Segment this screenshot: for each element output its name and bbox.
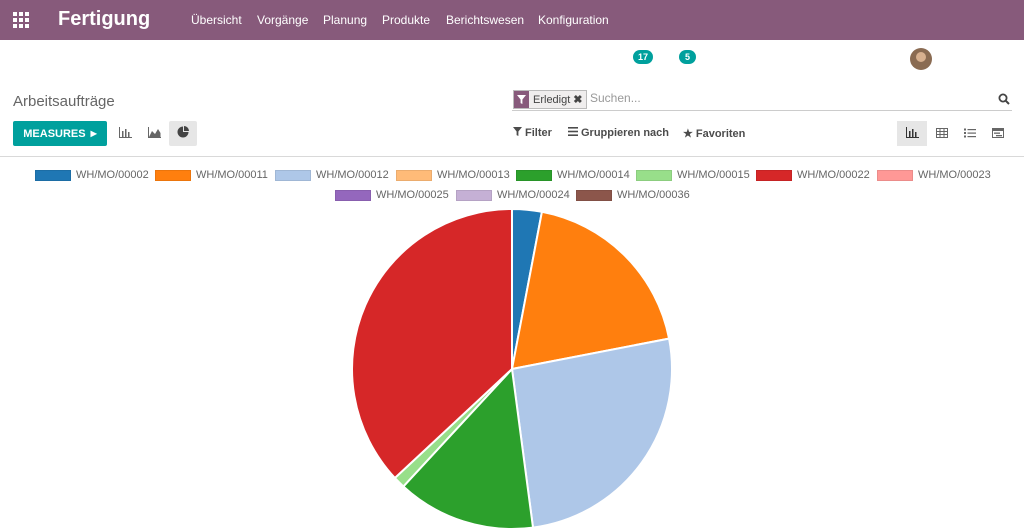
menu-item-konfiguration[interactable]: Konfiguration [538, 13, 609, 27]
pie-slice[interactable] [351, 207, 513, 480]
facet-remove-icon[interactable]: ✖ [573, 94, 583, 106]
notification-badge[interactable]: 17 [633, 50, 653, 64]
legend-label: WH/MO/00015 [677, 169, 750, 181]
search-icon[interactable] [998, 92, 1012, 106]
bar-chart-icon [118, 125, 132, 143]
pie-chart-icon [177, 125, 189, 143]
user-avatar[interactable] [910, 48, 932, 70]
legend-swatch [576, 189, 612, 201]
top-navbar: Fertigung Übersicht Vorgänge Planung Pro… [0, 0, 1024, 40]
legend-swatch [636, 169, 672, 181]
favorites-dropdown[interactable]: ★ Favoriten [683, 127, 746, 141]
legend-item[interactable]: WH/MO/00002 [35, 168, 149, 182]
pie-slice[interactable] [510, 337, 673, 529]
legend-label: WH/MO/00013 [437, 169, 510, 181]
content-divider [0, 156, 1024, 157]
filter-dropdown[interactable]: Filter [513, 127, 552, 139]
line-chart-button[interactable] [140, 121, 168, 146]
legend-item[interactable]: WH/MO/00022 [756, 168, 870, 182]
legend-swatch [877, 169, 913, 181]
legend-label: WH/MO/00036 [617, 189, 690, 201]
pie-slice[interactable] [401, 366, 535, 530]
caret-right-icon: ▶ [90, 129, 97, 138]
pie-chart-button[interactable] [169, 121, 197, 146]
legend-label: WH/MO/00014 [557, 169, 630, 181]
activity-badge[interactable]: 5 [679, 50, 696, 64]
filter-label: Filter [525, 127, 552, 139]
filter-icon [513, 127, 522, 139]
legend-label: WH/MO/00022 [797, 169, 870, 181]
legend-label: WH/MO/00011 [196, 169, 268, 181]
legend-swatch [155, 169, 191, 181]
favorites-label: Favoriten [695, 127, 746, 140]
page-title: Arbeitsaufträge [13, 93, 115, 110]
star-icon: ★ [683, 128, 693, 140]
table-icon [936, 125, 948, 143]
pie-slice[interactable] [510, 210, 671, 371]
pivot-view-button[interactable] [927, 121, 957, 146]
legend-swatch [756, 169, 792, 181]
legend-swatch [275, 169, 311, 181]
legend-label: WH/MO/00025 [376, 189, 449, 201]
legend-label: WH/MO/00012 [316, 169, 389, 181]
legend-item[interactable]: WH/MO/00024 [456, 188, 570, 202]
search-input[interactable] [590, 91, 990, 105]
legend-swatch [35, 169, 71, 181]
search-facet: Erledigt ✖ [513, 90, 587, 109]
facet-label: Erledigt [533, 93, 571, 106]
gantt-view-button[interactable] [983, 121, 1013, 146]
menu-item-berichtswesen[interactable]: Berichtswesen [446, 13, 525, 27]
measures-label: MEASURES [23, 127, 86, 140]
group-by-label: Gruppieren nach [581, 127, 670, 139]
bar-chart-icon [905, 125, 919, 143]
legend-swatch [396, 169, 432, 181]
legend-item[interactable]: WH/MO/00011 [155, 168, 268, 182]
legend-item[interactable]: WH/MO/00023 [877, 168, 991, 182]
legend-item[interactable]: WH/MO/00013 [396, 168, 510, 182]
gantt-icon [992, 125, 1004, 143]
graph-view-button[interactable] [897, 121, 927, 146]
legend-label: WH/MO/00002 [76, 169, 149, 181]
app-brand[interactable]: Fertigung [58, 8, 151, 30]
list-view-button[interactable] [955, 121, 985, 146]
menu-item-uebersicht[interactable]: Übersicht [191, 13, 242, 27]
legend-swatch [516, 169, 552, 181]
measures-button[interactable]: MEASURES ▶ [13, 121, 107, 146]
legend-item[interactable]: WH/MO/00025 [335, 188, 449, 202]
search-bar: Erledigt ✖ [512, 89, 1012, 111]
legend-label: WH/MO/00024 [497, 189, 570, 201]
legend-item[interactable]: WH/MO/00036 [576, 188, 690, 202]
legend-label: WH/MO/00023 [918, 169, 991, 181]
bars-icon [568, 127, 578, 139]
legend-item[interactable]: WH/MO/00014 [516, 168, 630, 182]
area-chart-icon [147, 125, 161, 143]
group-by-dropdown[interactable]: Gruppieren nach [568, 127, 669, 139]
bar-chart-button[interactable] [111, 121, 139, 146]
menu-item-vorgaenge[interactable]: Vorgänge [257, 13, 309, 27]
legend-swatch [335, 189, 371, 201]
apps-grid-icon[interactable] [13, 12, 29, 28]
legend-item[interactable]: WH/MO/00012 [275, 168, 389, 182]
menu-item-planung[interactable]: Planung [323, 13, 368, 27]
list-icon [964, 125, 976, 143]
legend-swatch [456, 189, 492, 201]
legend-item[interactable]: WH/MO/00015 [636, 168, 750, 182]
filter-icon [514, 91, 529, 108]
menu-item-produkte[interactable]: Produkte [382, 13, 431, 27]
